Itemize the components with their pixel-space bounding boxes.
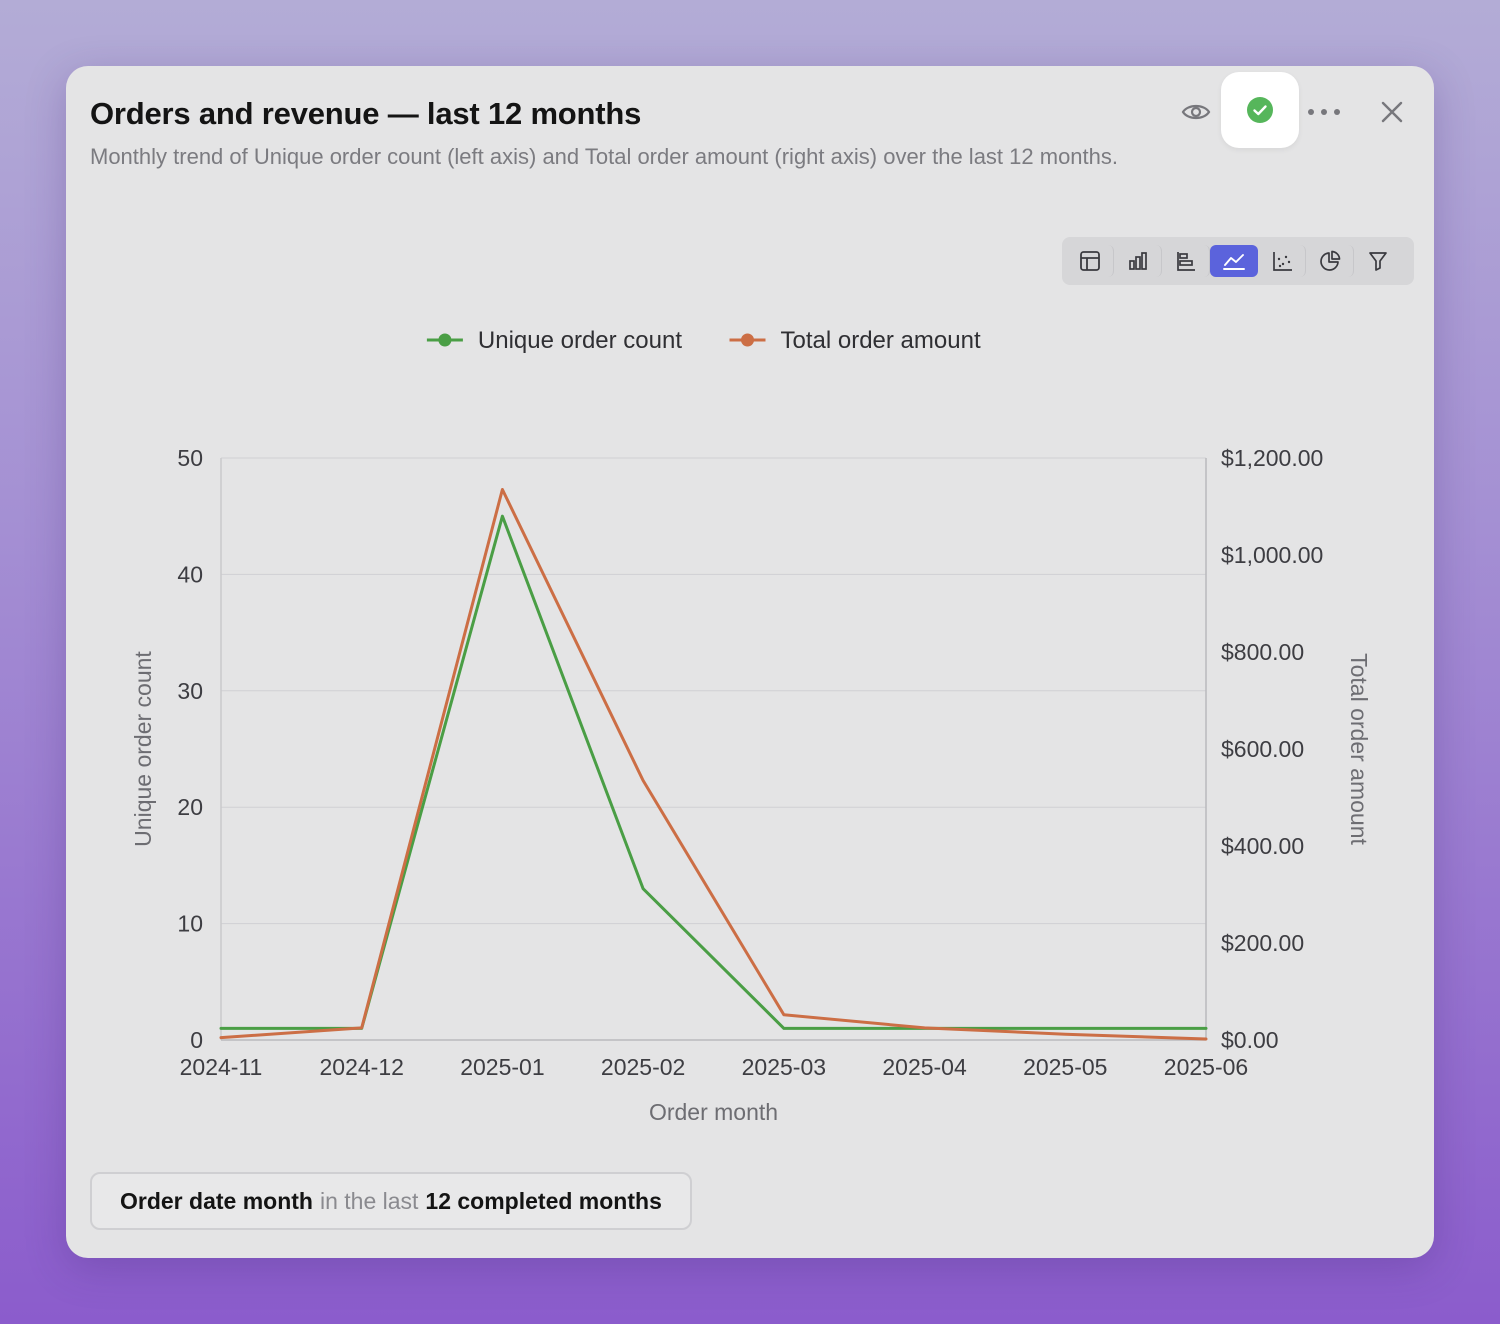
eye-icon[interactable] — [1176, 96, 1216, 128]
y-tick-label-right: $1,200.00 — [1221, 445, 1323, 471]
line-chart-icon — [1222, 254, 1245, 270]
filter-value: 12 completed months — [425, 1187, 662, 1214]
y-tick-label-right: $0.00 — [1221, 1027, 1279, 1053]
y-tick-label-right: $200.00 — [1221, 930, 1304, 956]
x-tick-label: 2025-05 — [1023, 1054, 1107, 1080]
x-tick-label: 2025-03 — [742, 1054, 826, 1080]
legend-marker — [741, 333, 754, 347]
y-tick-label-left: 40 — [177, 561, 203, 587]
x-tick-label: 2024-11 — [180, 1054, 263, 1080]
y-tick-label-left: 0 — [190, 1027, 203, 1053]
bar-chart-icon — [1128, 252, 1147, 270]
scatter-chart-icon — [1272, 252, 1292, 271]
close-icon[interactable] — [1372, 94, 1412, 130]
table-view-button[interactable] — [1066, 245, 1114, 277]
x-tick-label: 2025-04 — [882, 1054, 967, 1080]
y-tick-label-left: 10 — [177, 911, 203, 937]
filter-button[interactable] — [1354, 245, 1402, 277]
panel-subtitle: Monthly trend of Unique order count (lef… — [90, 144, 1118, 169]
x-axis-title: Order month — [649, 1099, 778, 1125]
legend-label: Unique order count — [478, 327, 682, 354]
series-line-unique-order-count — [219, 514, 1208, 1030]
x-tick-label: 2024-12 — [320, 1054, 404, 1080]
panel-title: Orders and revenue — last 12 months — [90, 96, 642, 131]
y-tick-label-right: $1,000.00 — [1221, 542, 1323, 568]
y-axis-title-left: Unique order count — [130, 651, 156, 847]
legend-marker — [438, 333, 452, 347]
y-tick-label-right: $800.00 — [1221, 639, 1304, 665]
legend-label: Total order amount — [781, 327, 981, 354]
filter-icon — [1369, 252, 1387, 271]
x-tick-label: 2025-06 — [1164, 1054, 1248, 1080]
y-tick-label-left: 20 — [177, 794, 203, 820]
visualization-toolbar — [1062, 237, 1414, 285]
filter-connector: in the last — [319, 1187, 419, 1214]
horizontal-bar-chart-button[interactable] — [1162, 245, 1210, 277]
y-tick-label-left: 50 — [177, 445, 203, 471]
scatter-chart-button[interactable] — [1258, 245, 1306, 277]
y-axis-title-right: Total order amount — [1346, 653, 1372, 845]
x-tick-label: 2025-02 — [601, 1054, 685, 1080]
series-line-total-order-amount — [219, 488, 1208, 1041]
x-tick-label: 2025-01 — [460, 1054, 544, 1080]
horizontal-bar-chart-icon — [1176, 252, 1195, 271]
line-chart-button[interactable] — [1210, 245, 1258, 277]
bar-chart-button[interactable] — [1114, 245, 1162, 277]
y-tick-label-right: $400.00 — [1221, 833, 1304, 859]
y-tick-label-right: $600.00 — [1221, 736, 1304, 762]
filter-chip[interactable]: Order date month in the last 12 complete… — [90, 1172, 692, 1230]
verified-status-button[interactable] — [1221, 72, 1299, 148]
filter-field: Order date month — [120, 1187, 313, 1214]
more-icon[interactable] — [1304, 96, 1344, 128]
y-tick-label-left: 30 — [177, 678, 203, 704]
pie-chart-icon — [1319, 250, 1340, 271]
line-chart: 0 10 20 30 40 50 $0.00 $200.00 $400.00 $600.00 $80… — [130, 327, 1372, 1125]
pie-chart-button[interactable] — [1306, 245, 1354, 277]
chart-panel: Orders and revenue — last 12 months Mont… — [66, 66, 1434, 1258]
table-icon — [1079, 251, 1100, 271]
check-circle-icon — [1247, 97, 1273, 123]
